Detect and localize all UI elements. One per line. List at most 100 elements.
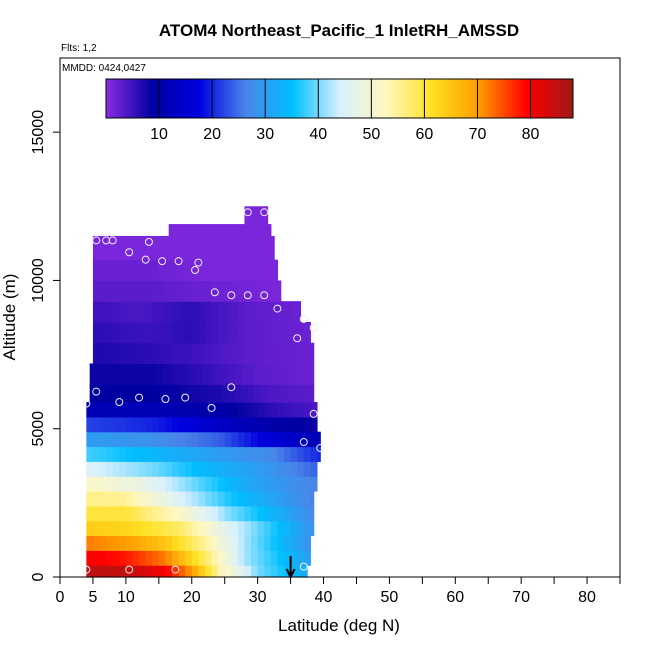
heatmap-cell	[198, 416, 206, 433]
heatmap-cell	[185, 259, 193, 282]
heatmap-cell	[145, 431, 153, 448]
heatmap-cell	[172, 490, 180, 507]
heatmap-cell	[224, 520, 232, 537]
heatmap-cell	[125, 446, 134, 462]
heatmap-cell	[224, 550, 232, 566]
heatmap-cell	[224, 446, 232, 462]
heatmap-cell	[287, 384, 295, 403]
heatmap-cell	[277, 301, 285, 323]
heatmap-cell	[198, 235, 206, 261]
heatmap-cell	[165, 342, 173, 365]
x-tick-label: 0	[56, 589, 65, 606]
y-tick-label: 15000	[30, 110, 47, 155]
colorbar-tick-label: 40	[309, 126, 327, 143]
heatmap-cell	[139, 416, 147, 433]
sample-point	[92, 387, 101, 396]
heatmap-cell	[254, 363, 262, 385]
heatmap-cell	[270, 301, 279, 323]
sample-point	[210, 288, 219, 297]
heatmap-cell	[257, 550, 265, 566]
heatmap-cell	[132, 280, 140, 302]
heatmap-cell	[307, 363, 315, 385]
heatmap-cell	[191, 342, 199, 365]
heatmap-cell	[208, 224, 216, 237]
heatmap-cell	[168, 363, 176, 385]
heatmap-cell	[264, 259, 272, 282]
heatmap-cell	[185, 280, 193, 302]
heatmap-cell	[260, 384, 269, 403]
heatmap-cell	[135, 363, 143, 385]
heatmap-cell	[152, 431, 160, 448]
heatmap-cell	[218, 259, 226, 282]
heatmap-cell	[257, 565, 265, 578]
heatmap-cell	[158, 550, 167, 566]
heatmap-cell	[139, 301, 147, 323]
heatmap-cell	[211, 461, 219, 477]
heatmap-cell	[251, 431, 259, 448]
heatmap-cell	[165, 301, 173, 323]
heatmap-cell	[208, 384, 216, 403]
heatmap-cell	[178, 431, 186, 448]
heatmap-cell	[244, 505, 252, 522]
heatmap-cell	[158, 402, 167, 418]
heatmap-cell	[303, 565, 308, 578]
heatmap-cell	[178, 535, 186, 551]
heatmap-cell	[277, 476, 285, 492]
heatmap-cell	[125, 505, 134, 522]
heatmap-cell	[191, 490, 199, 507]
heatmap-cell	[310, 431, 318, 448]
heatmap-cell	[106, 476, 114, 492]
heatmap-cell	[231, 476, 239, 492]
sample-point	[161, 395, 170, 404]
heatmap-cell	[165, 402, 173, 418]
heatmap-cell	[178, 416, 186, 433]
heatmap-cell	[264, 490, 272, 507]
heatmap-cell	[172, 301, 180, 323]
heatmap-cell	[106, 235, 114, 261]
heatmap-cell	[257, 402, 265, 418]
heatmap-cell	[224, 565, 232, 578]
heatmap-cell	[251, 505, 259, 522]
heatmap-cell	[218, 342, 226, 365]
heatmap-cell	[228, 224, 236, 237]
heatmap-cell	[257, 280, 265, 302]
heatmap-cell	[224, 490, 232, 507]
heatmap-cell	[214, 224, 223, 237]
heatmap-cell	[92, 550, 101, 566]
heatmap-cell	[254, 384, 262, 403]
heatmap-cell	[175, 384, 183, 403]
heatmap-cell	[224, 416, 232, 433]
x-tick-label: 20	[183, 589, 201, 606]
heatmap-cell	[211, 416, 219, 433]
heatmap-cell	[191, 461, 199, 477]
heatmap-cell	[139, 342, 147, 365]
heatmap-cell	[211, 476, 219, 492]
heatmap-cell	[257, 301, 265, 323]
heatmap-cell	[264, 431, 272, 448]
heatmap-cell	[181, 363, 190, 385]
heatmap-cell	[244, 259, 252, 282]
heatmap-cell	[218, 535, 226, 551]
heatmap-cell	[237, 535, 246, 551]
heatmap-cell	[244, 520, 252, 537]
heatmap-cell	[142, 384, 150, 403]
heatmap-cell	[211, 520, 219, 537]
heatmap-cell	[191, 301, 199, 323]
heatmap-cell	[125, 520, 134, 537]
heatmap-cell	[191, 402, 199, 418]
heatmap-cell	[257, 446, 265, 462]
heatmap-cell	[198, 461, 206, 477]
heatmap-cell	[185, 565, 193, 578]
heatmap-cell	[211, 505, 219, 522]
colorbar-tick-label: 20	[203, 126, 221, 143]
heatmap-cell	[208, 363, 216, 385]
heatmap-cell	[191, 476, 199, 492]
heatmap-cell	[284, 520, 292, 537]
heatmap-cell	[251, 280, 259, 302]
heatmap-cell	[290, 520, 298, 537]
colorbar-gradient	[105, 78, 574, 119]
heatmap-cell	[145, 342, 153, 365]
heatmap-cell	[204, 520, 213, 537]
heatmap-cell	[191, 446, 199, 462]
heatmap-cell	[181, 224, 190, 237]
